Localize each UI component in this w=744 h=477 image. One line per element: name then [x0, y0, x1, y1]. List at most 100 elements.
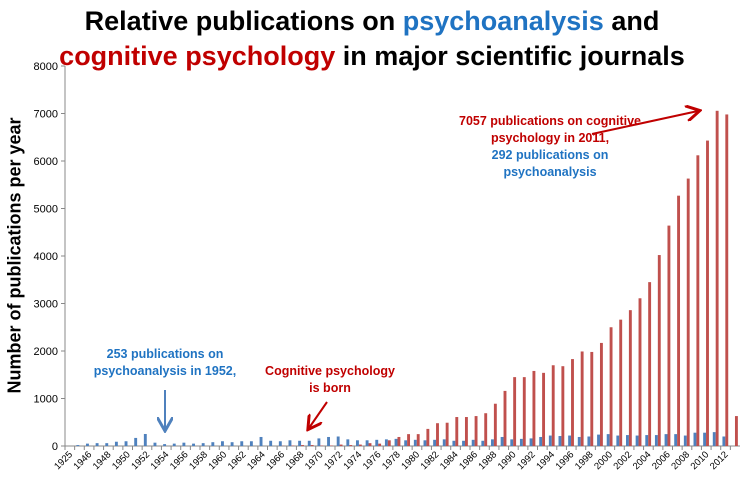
bar-psychoanalysis-1972 — [336, 436, 340, 446]
x-tick-label: 1968 — [284, 449, 307, 472]
y-tick-label: 3000 — [34, 299, 58, 311]
annotation-1952: 253 publications on psychoanalysis in 19… — [85, 346, 245, 380]
bar-psychoanalysis-1994 — [548, 435, 552, 446]
x-tick-label: 1958 — [187, 449, 210, 472]
x-tick-label: 1946 — [72, 449, 95, 472]
bar-cognitive-1976 — [378, 443, 382, 446]
x-tick-label: 1960 — [207, 449, 230, 472]
bar-cognitive-1984 — [455, 417, 459, 446]
bar-psychoanalysis-1980 — [413, 439, 417, 446]
bar-cognitive-1992 — [532, 370, 536, 446]
bar-cognitive-1982 — [436, 423, 439, 446]
y-tick-label: 7000 — [34, 109, 58, 121]
y-tick-label: 1000 — [34, 394, 58, 406]
bar-cognitive-2012 — [725, 114, 729, 446]
bar-psychoanalysis-1982 — [433, 439, 437, 446]
bar-psychoanalysis-1949 — [114, 441, 118, 446]
bar-psychoanalysis-1976 — [375, 439, 379, 446]
bar-psychoanalysis-1957 — [192, 443, 195, 446]
bar-psychoanalysis-1977 — [384, 439, 388, 446]
bar-cognitive-1990 — [513, 377, 517, 446]
bar-cognitive-2011 — [715, 110, 719, 446]
bar-cognitive-1996 — [571, 359, 574, 446]
bar-psychoanalysis-2001 — [616, 435, 620, 446]
y-tick-label: 4000 — [34, 251, 58, 263]
title-text: and — [603, 6, 660, 36]
chart-title-line1: Relative publications on psychoanalysis … — [0, 4, 744, 38]
bar-cognitive-1969 — [310, 445, 314, 446]
bar-psychoanalysis-1963 — [249, 441, 253, 446]
x-tick-label: 2002 — [612, 449, 635, 472]
bar-psychoanalysis-1946 — [86, 443, 89, 446]
title-cognitive: cognitive psychology — [59, 41, 336, 71]
annotation-cognitive-born: Cognitive psychology is born — [255, 363, 405, 397]
bar-cognitive-2001 — [619, 319, 623, 446]
bar-cognitive-1999 — [599, 342, 603, 446]
x-tick-label: 1986 — [457, 449, 480, 472]
bar-cognitive-1995 — [561, 366, 565, 446]
bar-cognitive-2008 — [686, 178, 690, 446]
bar-psychoanalysis-1953 — [153, 442, 157, 446]
bar-cognitive-1997 — [580, 351, 584, 446]
bar-cognitive-1983 — [445, 422, 449, 446]
bar-cognitive-1993 — [542, 372, 546, 446]
y-tick-label: 8000 — [34, 61, 58, 73]
x-tick-label: 1976 — [361, 449, 384, 472]
bar-cognitive-2006 — [667, 225, 671, 446]
bar-psychoanalysis-1993 — [539, 436, 543, 446]
x-tick-label: 1994 — [534, 449, 557, 472]
bar-cognitive-1973 — [349, 445, 353, 446]
bar-psychoanalysis-1954 — [163, 444, 167, 446]
bar-psychoanalysis-1997 — [577, 436, 581, 446]
bar-psychoanalysis-1983 — [442, 439, 446, 446]
bar-cognitive-2010 — [706, 140, 709, 446]
bar-cognitive-1974 — [358, 444, 362, 446]
bar-cognitive-1978 — [397, 436, 401, 446]
x-tick-label: 2012 — [708, 449, 731, 472]
bar-cognitive-2002 — [628, 310, 632, 446]
bar-psychoanalysis-2009 — [693, 432, 697, 446]
bar-psychoanalysis-1959 — [211, 442, 215, 446]
bar-psychoanalysis-1956 — [182, 442, 186, 446]
bar-psychoanalysis-1966 — [278, 441, 282, 446]
x-tick-label: 1978 — [380, 449, 403, 472]
bar-psychoanalysis-1998 — [587, 436, 591, 446]
x-tick-label: 1966 — [264, 449, 287, 472]
bar-cognitive-1989 — [503, 390, 507, 446]
bar-psychoanalysis-2006 — [664, 434, 668, 446]
bar-psychoanalysis-1975 — [365, 440, 369, 446]
x-tick-label: 1998 — [573, 449, 596, 472]
x-tick-label: 2010 — [689, 449, 712, 472]
bar-psychoanalysis-1974 — [356, 440, 359, 446]
bar-psychoanalysis-1951 — [134, 437, 138, 446]
bar-psychoanalysis-2007 — [674, 434, 678, 446]
bar-cognitive-1972 — [339, 444, 343, 446]
bar-cognitive-2013 — [734, 416, 738, 446]
bar-cognitive-1998 — [590, 351, 594, 446]
bar-cognitive-1991 — [522, 377, 526, 446]
x-tick-label: 1952 — [129, 449, 152, 472]
bar-cognitive-1994 — [551, 365, 555, 446]
arrow-2011 — [591, 111, 698, 135]
bar-cognitive-1986 — [474, 416, 478, 446]
annotation-line: 292 publications on — [491, 148, 609, 162]
bar-psychoanalysis-1999 — [597, 434, 600, 446]
x-tick-label: 1970 — [303, 449, 326, 472]
chart-title-line2: cognitive psychology in major scientific… — [0, 39, 744, 73]
bar-psychoanalysis-1962 — [240, 441, 244, 446]
bar-psychoanalysis-1950 — [124, 441, 128, 446]
bar-psychoanalysis-1971 — [327, 436, 330, 446]
bar-psychoanalysis-1961 — [230, 442, 234, 446]
x-tick-label: 1988 — [477, 449, 500, 472]
bar-psychoanalysis-1967 — [288, 440, 292, 446]
bar-cognitive-1985 — [464, 417, 468, 446]
bar-psychoanalysis-1991 — [519, 438, 523, 446]
annotation-line: psychoanalysis in 1952, — [93, 364, 237, 378]
bar-psychoanalysis-1947 — [95, 443, 99, 446]
x-tick-label: 1996 — [554, 449, 577, 472]
bar-psychoanalysis-1952 — [143, 433, 147, 446]
title-psychoanalysis: psychoanalysis — [402, 6, 604, 36]
annotation-line: Cognitive psychology — [265, 364, 395, 378]
bar-psychoanalysis-2012 — [722, 436, 726, 446]
